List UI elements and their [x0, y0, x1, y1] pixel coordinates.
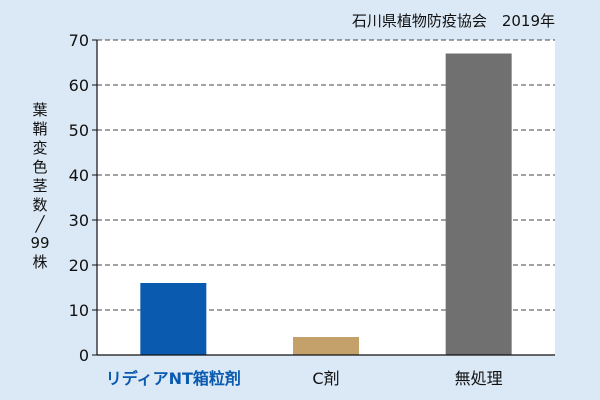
y-axis-label: 葉鞘変色茎数╱ 99 株: [30, 101, 49, 271]
y-tick-label: 30: [69, 211, 89, 230]
y-tick-label: 0: [79, 346, 89, 365]
bar-2: [293, 337, 359, 355]
bar-3: [445, 53, 512, 355]
y-tick-label: 20: [69, 256, 89, 275]
y-tick-label: 70: [69, 31, 89, 50]
y-tick-label: 10: [69, 301, 89, 320]
axes: [96, 40, 555, 356]
y-tick-label: 40: [69, 166, 89, 185]
y-tick-label: 50: [69, 121, 89, 140]
category-label: リディアNT箱粒剤: [106, 369, 241, 388]
bar-1: [140, 283, 207, 355]
category-labels: リディアNT箱粒剤 C剤 無処理: [106, 369, 503, 388]
source-note: 石川県植物防疫協会 2019年: [352, 12, 555, 30]
bars: [140, 53, 512, 355]
y-tick-labels: 0 10 20 30 40 50 60 70: [69, 31, 97, 365]
category-label: C剤: [312, 369, 339, 388]
y-tick-label: 60: [69, 76, 89, 95]
category-label: 無処理: [455, 369, 503, 388]
